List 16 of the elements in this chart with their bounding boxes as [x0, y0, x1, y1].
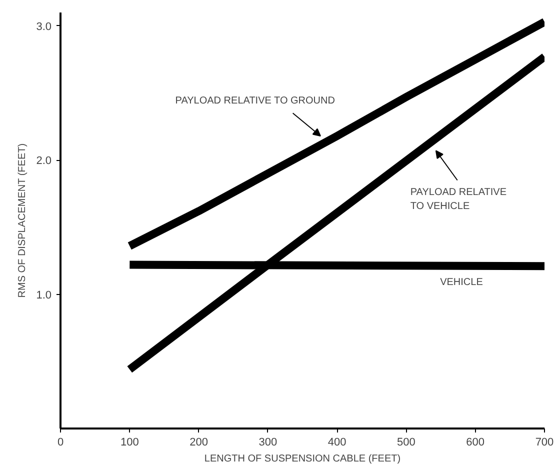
x-axis-title: LENGTH OF SUSPENSION CABLE (FEET): [204, 454, 401, 464]
x-tick-label: 400: [328, 436, 346, 448]
y-tick-label: 3.0: [36, 20, 52, 33]
annotation: PAYLOAD RELATIVE TO VEHICLE: [410, 186, 507, 212]
x-tick-label: 300: [258, 436, 278, 448]
y-axis-title: RMS OF DISPLACEMENT (FEET): [17, 143, 28, 298]
y-tick-label: 1.0: [36, 289, 52, 302]
annotation: PAYLOAD RELATIVE TO GROUND: [175, 96, 335, 107]
x-tick-label: 100: [120, 436, 139, 448]
x-tick-label: 700: [535, 436, 554, 448]
y-tick-label: 2.0: [36, 155, 52, 168]
x-tick-label: 600: [466, 436, 485, 448]
x-tick-label: 200: [190, 436, 208, 448]
x-tick-label: 500: [397, 436, 416, 448]
x-tick-label: 0: [57, 436, 64, 448]
annotation: VEHICLE: [440, 276, 484, 288]
